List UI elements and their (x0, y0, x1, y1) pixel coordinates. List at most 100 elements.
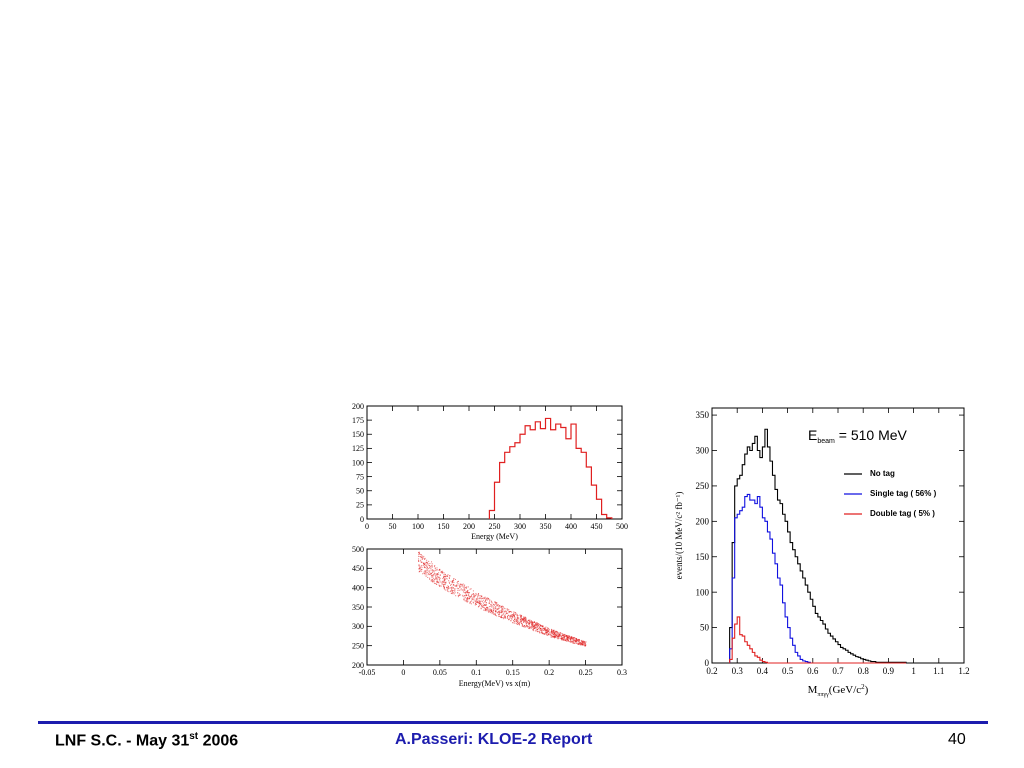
scatter-point (522, 626, 524, 628)
scatter-point (477, 594, 479, 596)
scatter-point (427, 576, 429, 578)
x-tick-label: 0.15 (506, 668, 520, 677)
scatter-point (441, 570, 443, 572)
scatter-point (452, 587, 454, 589)
scatter-point (458, 584, 460, 586)
scatter-point (432, 570, 434, 572)
scatter-point (486, 607, 488, 609)
scatter-point (533, 628, 535, 630)
scatter-point (431, 572, 433, 574)
scatter-point (495, 604, 497, 606)
scatter-point (479, 600, 481, 602)
scatter-point (497, 603, 499, 605)
scatter-point (570, 636, 572, 638)
series-line (729, 493, 907, 664)
scatter-point (470, 600, 472, 602)
scatter-point (546, 634, 548, 636)
scatter-point (507, 612, 509, 614)
scatter-point (431, 564, 433, 566)
mass-histogram-svg: 0.2 0.3 0.4 0.5 0.6 0.7 0.8 0.9 1 1.1 1.2 0 50 100 150… (674, 407, 970, 698)
scatter-point (441, 582, 443, 584)
scatter-point (467, 598, 469, 600)
scatter-point (472, 601, 474, 603)
scatter-point (472, 596, 474, 598)
scatter-point (526, 620, 528, 622)
scatter-point (424, 574, 426, 576)
scatter-point (466, 597, 468, 599)
scatter-point (512, 616, 514, 618)
scatter-point (539, 624, 541, 626)
scatter-point (543, 629, 545, 631)
scatter-point (499, 611, 501, 613)
scatter-point (515, 612, 517, 614)
scatter-point (516, 619, 518, 621)
scatter-point (475, 598, 477, 600)
scatter-point (423, 566, 425, 568)
scatter-point (564, 639, 566, 641)
scatter-point (571, 637, 573, 639)
scatter-point (453, 578, 455, 580)
scatter-point (534, 624, 536, 626)
scatter-point (490, 610, 492, 612)
scatter-point (433, 581, 435, 583)
scatter-point (426, 568, 428, 570)
scatter-point (436, 580, 438, 582)
scatter-point (536, 630, 538, 632)
scatter-point (555, 630, 557, 632)
scatter-point (440, 581, 442, 583)
scatter-point (579, 644, 581, 646)
scatter-point (575, 640, 577, 642)
scatter-point (558, 638, 560, 640)
scatter-point (498, 612, 500, 614)
scatter-point (547, 629, 549, 631)
scatter-point (566, 639, 568, 641)
scatter-point (503, 616, 505, 618)
scatter-point (490, 610, 492, 612)
y-tick-label: 200 (352, 661, 364, 670)
scatter-point (448, 576, 450, 578)
scatter-point (475, 603, 477, 605)
scatter-point (520, 621, 522, 623)
scatter-point (542, 632, 544, 634)
scatter-point (474, 600, 476, 602)
scatter-point (529, 625, 531, 627)
scatter-point (572, 637, 574, 639)
scatter-point (573, 642, 575, 644)
scatter-point (509, 610, 511, 612)
scatter-point (555, 634, 557, 636)
scatter-point (483, 602, 485, 604)
scatter-point (511, 611, 513, 613)
scatter-point (432, 569, 434, 571)
scatter-point (443, 580, 445, 582)
scatter-point (544, 628, 546, 630)
scatter-point (547, 630, 549, 632)
scatter-point (536, 622, 538, 624)
scatter-point (423, 555, 425, 557)
scatter-point (517, 621, 519, 623)
scatter-point (501, 610, 503, 612)
scatter-point (553, 633, 555, 635)
scatter-point (435, 576, 437, 578)
scatter-point (442, 584, 444, 586)
scatter-point (551, 631, 553, 633)
scatter-point (583, 644, 585, 646)
scatter-point (501, 611, 503, 613)
scatter-point (518, 617, 520, 619)
scatter-point (580, 643, 582, 645)
scatter-point (554, 637, 556, 639)
scatter-point (518, 624, 520, 626)
scatter-point (489, 602, 491, 604)
y-tick-label: 0 (705, 658, 710, 668)
scatter-point (446, 575, 448, 577)
scatter-point (507, 609, 509, 611)
scatter-point (436, 583, 438, 585)
scatter-point (433, 572, 435, 574)
scatter-point (445, 575, 447, 577)
scatter-point (430, 568, 432, 570)
scatter-point (522, 619, 524, 621)
scatter-point (495, 602, 497, 604)
scatter-point (539, 625, 541, 627)
scatter-point (525, 624, 527, 626)
scatter-point (551, 634, 553, 636)
scatter-point (558, 635, 560, 637)
